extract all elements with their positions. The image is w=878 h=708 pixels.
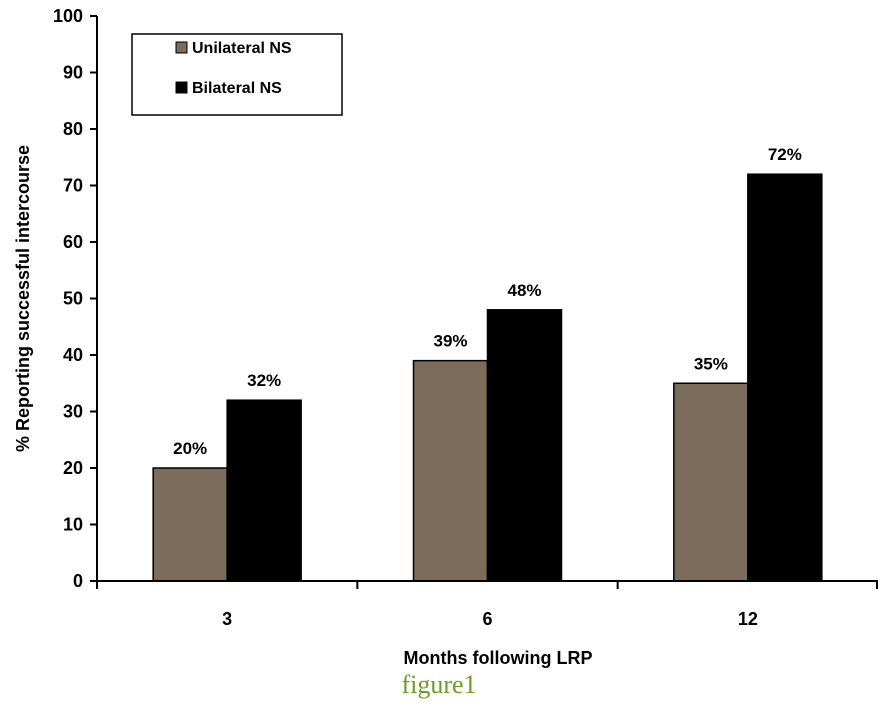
x-axis-title: Months following LRP [404,648,593,668]
bar-unilateral [673,382,749,582]
data-label: 39% [433,332,467,351]
y-tick-label: 10 [63,515,83,535]
bar-unilateral [412,359,489,582]
y-tick-label: 70 [63,176,83,196]
legend-label-unilateral: Unilateral NS [192,40,292,57]
y-tick-label: 60 [63,232,83,252]
bar-bilateral [486,309,563,582]
bars-group [152,173,823,582]
x-tick-label: 12 [738,609,758,629]
y-tick-label: 40 [63,345,83,365]
legend-swatch-bilateral [175,81,188,94]
legend: Unilateral NS Bilateral NS [131,33,343,116]
bar-bilateral [226,399,302,582]
y-axis-title: % Reporting successful intercourse [13,145,33,452]
y-tick-label: 50 [63,289,83,309]
data-label: 35% [694,354,728,373]
bar-bilateral [747,173,823,582]
data-label: 72% [768,145,802,164]
y-tick-label: 100 [53,6,83,26]
y-axis-ticks: 0 10 20 30 40 50 60 70 80 90 100 [53,6,97,591]
legend-label-bilateral: Bilateral NS [192,80,282,97]
y-tick-label: 90 [63,63,83,83]
legend-swatch-unilateral [175,41,188,54]
legend-box [131,33,343,116]
bar-chart: 20% 32% 39% 48% 35% 72% 0 10 20 30 40 50 60 70 80 90 10… [13,6,878,668]
data-label: 48% [507,281,541,300]
x-tick-label: 6 [482,609,492,629]
y-tick-label: 20 [63,458,83,478]
data-label: 20% [173,439,207,458]
y-tick-label: 0 [73,571,83,591]
bar-unilateral [152,467,228,582]
y-tick-label: 30 [63,402,83,422]
x-tick-label: 3 [222,609,232,629]
x-axis-ticks: 3 6 12 [96,581,878,629]
y-tick-label: 80 [63,119,83,139]
data-labels-group: 20% 32% 39% 48% 35% 72% [173,145,802,458]
data-label: 32% [247,371,281,390]
figure-caption: figure1 [401,670,477,699]
